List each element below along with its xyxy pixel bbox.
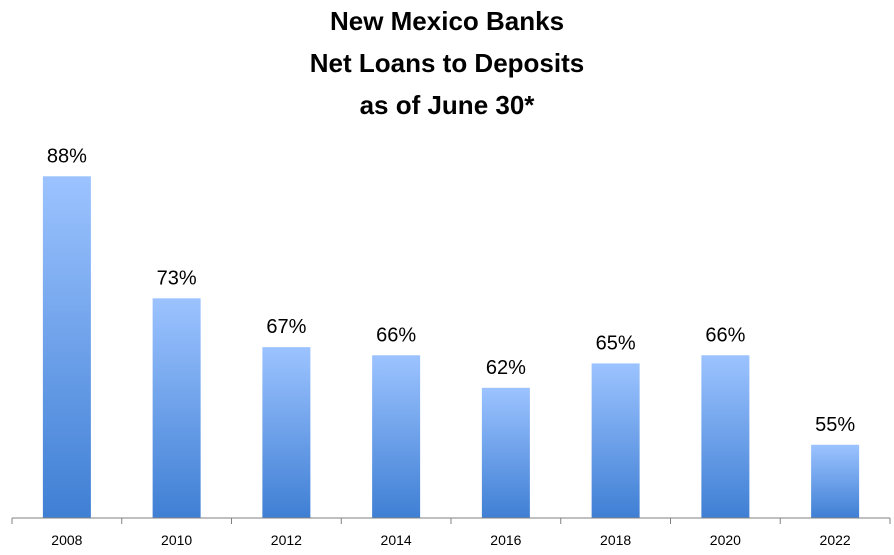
value-label-2008: 88%: [47, 145, 87, 167]
x-tick-label-2018: 2018: [600, 532, 631, 548]
x-tick-label-2022: 2022: [820, 532, 851, 548]
x-axis: [11, 517, 891, 524]
value-label-2010: 73%: [157, 267, 197, 289]
value-label-2018: 65%: [596, 332, 636, 354]
x-tick-label-2008: 2008: [51, 532, 82, 548]
bars-group: [42, 176, 860, 519]
value-label-2012: 67%: [266, 316, 306, 338]
x-tick-label-2012: 2012: [271, 532, 302, 548]
bar-2020: [701, 355, 750, 518]
value-label-2016: 62%: [486, 357, 526, 379]
x-tick-label-2020: 2020: [710, 532, 741, 548]
bar-2014: [372, 355, 421, 518]
x-tick-label-2014: 2014: [381, 532, 412, 548]
bar-2008: [42, 176, 91, 519]
bar-2012: [262, 347, 311, 518]
value-label-2020: 66%: [705, 324, 745, 346]
x-tick-label-2016: 2016: [490, 532, 521, 548]
chart-title-line-1: New Mexico Banks: [330, 6, 564, 36]
bar-2018: [591, 363, 640, 518]
x-tick-label-2010: 2010: [161, 532, 192, 548]
value-labels-group: 88% 73% 67% 66% 62% 65% 66% 55%: [47, 145, 855, 436]
bar-2016: [481, 387, 530, 518]
bar-2022: [811, 444, 860, 518]
bar-2010: [152, 298, 201, 518]
x-tick-labels: 2008 2010 2012 2014 2016 2018 2020 2022: [51, 532, 851, 548]
value-label-2014: 66%: [376, 324, 416, 346]
chart-title-line-2: Net Loans to Deposits: [310, 48, 584, 78]
value-label-2022: 55%: [815, 414, 855, 436]
chart-title-line-3: as of June 30*: [360, 90, 536, 120]
